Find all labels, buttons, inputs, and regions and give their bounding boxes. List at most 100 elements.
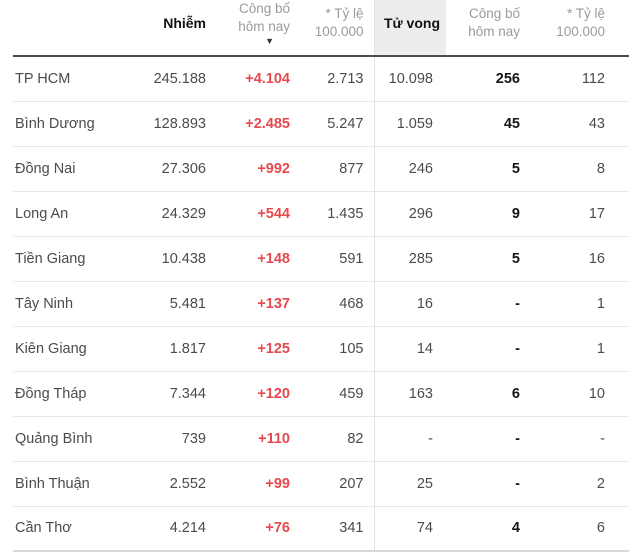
header-row: Nhiễm Công bố hôm nay ▼ * Tỷ lệ 100.000 T… bbox=[13, 0, 629, 58]
column-header-province bbox=[13, 0, 125, 58]
deaths-announced-cell: - bbox=[446, 326, 533, 372]
announced-today-cell: +4.104 bbox=[211, 56, 295, 102]
column-header-announced-today-label: Công bố hôm nay bbox=[238, 1, 290, 34]
infected-cell: 24.329 bbox=[125, 191, 211, 237]
infected-cell: 10.438 bbox=[125, 236, 211, 282]
province-cell: Tây Ninh bbox=[13, 281, 125, 327]
infected-cell: 4.214 bbox=[125, 506, 211, 553]
rate-cell: 459 bbox=[295, 371, 374, 417]
deaths-rate-cell: 10 bbox=[533, 371, 629, 417]
sort-descending-icon[interactable]: ▼ bbox=[265, 36, 274, 47]
deaths-announced-cell: - bbox=[446, 416, 533, 462]
announced-today-cell: +148 bbox=[211, 236, 295, 282]
deaths-rate-cell: 1 bbox=[533, 281, 629, 327]
deaths-rate-cell: 6 bbox=[533, 506, 629, 553]
deaths-rate-cell: 17 bbox=[533, 191, 629, 237]
rate-cell: 1.435 bbox=[295, 191, 374, 237]
table-row: Tây Ninh 5.481 +137 468 16 - 1 bbox=[13, 281, 629, 327]
deaths-cell: 285 bbox=[373, 236, 446, 282]
column-header-deaths-rate-per-100k[interactable]: * Tỷ lệ 100.000 bbox=[533, 0, 629, 58]
table-row: Tiền Giang 10.438 +148 591 285 5 16 bbox=[13, 236, 629, 282]
province-cell: Cần Thơ bbox=[13, 506, 125, 553]
deaths-announced-cell: 5 bbox=[446, 146, 533, 192]
table-row: Bình Dương 128.893 +2.485 5.247 1.059 45… bbox=[13, 101, 629, 147]
rate-cell: 591 bbox=[295, 236, 374, 282]
deaths-announced-cell: 4 bbox=[446, 506, 533, 553]
deaths-announced-cell: 5 bbox=[446, 236, 533, 282]
announced-today-cell: +544 bbox=[211, 191, 295, 237]
province-cell: Đồng Tháp bbox=[13, 371, 125, 417]
table-row: Đồng Tháp 7.344 +120 459 163 6 10 bbox=[13, 371, 629, 417]
rate-cell: 105 bbox=[295, 326, 374, 372]
announced-today-cell: +2.485 bbox=[211, 101, 295, 147]
announced-today-cell: +76 bbox=[211, 506, 295, 553]
rate-cell: 5.247 bbox=[295, 101, 374, 147]
province-cell: TP HCM bbox=[13, 56, 125, 102]
rate-cell: 468 bbox=[295, 281, 374, 327]
deaths-rate-cell: 112 bbox=[533, 56, 629, 102]
infected-cell: 2.552 bbox=[125, 461, 211, 507]
announced-today-cell: +992 bbox=[211, 146, 295, 192]
deaths-cell: 296 bbox=[373, 191, 446, 237]
deaths-announced-cell: - bbox=[446, 281, 533, 327]
table-row: Kiên Giang 1.817 +125 105 14 - 1 bbox=[13, 326, 629, 372]
deaths-cell: 14 bbox=[373, 326, 446, 372]
table-row: TP HCM 245.188 +4.104 2.713 10.098 256 1… bbox=[13, 56, 629, 102]
announced-today-cell: +125 bbox=[211, 326, 295, 372]
announced-today-cell: +99 bbox=[211, 461, 295, 507]
rate-cell: 877 bbox=[295, 146, 374, 192]
province-cell: Tiền Giang bbox=[13, 236, 125, 282]
province-cell: Bình Dương bbox=[13, 101, 125, 147]
infected-cell: 1.817 bbox=[125, 326, 211, 372]
column-header-infected[interactable]: Nhiễm bbox=[125, 0, 211, 58]
infected-cell: 245.188 bbox=[125, 56, 211, 102]
deaths-cell: 10.098 bbox=[373, 56, 446, 102]
rate-cell: 341 bbox=[295, 506, 374, 553]
deaths-cell: 25 bbox=[373, 461, 446, 507]
deaths-cell: 16 bbox=[373, 281, 446, 327]
deaths-announced-cell: 256 bbox=[446, 56, 533, 102]
deaths-rate-cell: 2 bbox=[533, 461, 629, 507]
infected-cell: 128.893 bbox=[125, 101, 211, 147]
table-row: Long An 24.329 +544 1.435 296 9 17 bbox=[13, 191, 629, 237]
deaths-cell: 246 bbox=[373, 146, 446, 192]
province-cell: Quảng Bình bbox=[13, 416, 125, 462]
deaths-announced-cell: 6 bbox=[446, 371, 533, 417]
deaths-cell: - bbox=[373, 416, 446, 462]
deaths-rate-cell: 8 bbox=[533, 146, 629, 192]
deaths-rate-cell: 1 bbox=[533, 326, 629, 372]
deaths-announced-cell: - bbox=[446, 461, 533, 507]
table-header: Nhiễm Công bố hôm nay ▼ * Tỷ lệ 100.000 T… bbox=[13, 0, 629, 58]
province-cell: Long An bbox=[13, 191, 125, 237]
column-header-rate-per-100k[interactable]: * Tỷ lệ 100.000 bbox=[295, 0, 374, 58]
infected-cell: 27.306 bbox=[125, 146, 211, 192]
column-header-deaths-announced-today[interactable]: Công bố hôm nay bbox=[446, 0, 533, 58]
province-cell: Kiên Giang bbox=[13, 326, 125, 372]
table-row: Quảng Bình 739 +110 82 - - - bbox=[13, 416, 629, 462]
column-header-deaths[interactable]: Tử vong bbox=[373, 0, 446, 58]
covid-province-table: Nhiễm Công bố hôm nay ▼ * Tỷ lệ 100.000 T… bbox=[13, 0, 629, 553]
deaths-announced-cell: 9 bbox=[446, 191, 533, 237]
column-header-announced-today[interactable]: Công bố hôm nay ▼ bbox=[211, 0, 295, 58]
deaths-cell: 74 bbox=[373, 506, 446, 553]
announced-today-cell: +137 bbox=[211, 281, 295, 327]
infected-cell: 7.344 bbox=[125, 371, 211, 417]
table-row: Bình Thuận 2.552 +99 207 25 - 2 bbox=[13, 461, 629, 507]
deaths-rate-cell: 43 bbox=[533, 101, 629, 147]
table-row: Đồng Nai 27.306 +992 877 246 5 8 bbox=[13, 146, 629, 192]
province-cell: Đồng Nai bbox=[13, 146, 125, 192]
province-cell: Bình Thuận bbox=[13, 461, 125, 507]
deaths-rate-cell: - bbox=[533, 416, 629, 462]
table-row: Cần Thơ 4.214 +76 341 74 4 6 bbox=[13, 506, 629, 553]
rate-cell: 2.713 bbox=[295, 56, 374, 102]
announced-today-cell: +120 bbox=[211, 371, 295, 417]
deaths-announced-cell: 45 bbox=[446, 101, 533, 147]
deaths-rate-cell: 16 bbox=[533, 236, 629, 282]
table-body: TP HCM 245.188 +4.104 2.713 10.098 256 1… bbox=[13, 56, 629, 553]
rate-cell: 207 bbox=[295, 461, 374, 507]
deaths-cell: 163 bbox=[373, 371, 446, 417]
announced-today-cell: +110 bbox=[211, 416, 295, 462]
infected-cell: 5.481 bbox=[125, 281, 211, 327]
deaths-cell: 1.059 bbox=[373, 101, 446, 147]
